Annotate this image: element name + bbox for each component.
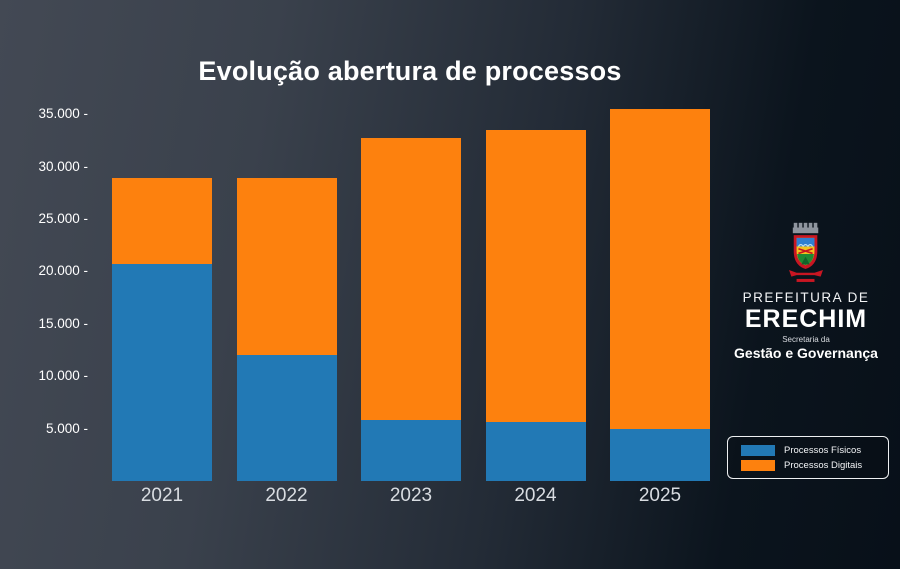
y-tick-label: 5.000 -	[45, 420, 88, 436]
digitais-swatch-icon	[741, 459, 775, 471]
bar-segment-processos-físicos-2024	[485, 422, 586, 481]
x-tick-label-2021: 2021	[140, 485, 184, 506]
legend-item-digitais: Processos Digitais	[741, 459, 888, 471]
chart-legend: Processos Físicos Processos Digitais	[727, 436, 889, 479]
x-tick-label-2023: 2023	[389, 485, 433, 506]
y-tick-label: 25.000 -	[38, 211, 88, 226]
bar-segment-processos-físicos-2023	[361, 420, 461, 481]
y-tick-label: 30.000 -	[38, 158, 88, 174]
logo-org-line2: ERECHIM	[744, 305, 868, 333]
bar-segment-processos-físicos-2021	[112, 264, 212, 481]
legend-label-fisicos: Processos Físicos	[784, 444, 862, 456]
y-tick-label: 15.000 -	[38, 315, 88, 331]
x-tick-label-2025: 2025	[638, 485, 682, 506]
bar-segment-processos-digitais-2022	[236, 178, 337, 355]
logo-dept-line2: Gestão e Governança	[734, 345, 878, 361]
y-tick-label: 20.000 -	[38, 263, 88, 279]
bar-segment-processos-digitais-2021	[112, 178, 212, 264]
bar-segment-processos-digitais-2024	[485, 130, 586, 422]
x-tick-label-2024: 2024	[514, 485, 557, 506]
bar-segment-processos-digitais-2023	[361, 138, 461, 420]
fisicos-swatch-icon	[741, 444, 775, 456]
x-tick-label-2022: 2022	[265, 485, 308, 506]
logo-dept-line1: Secretaria da	[782, 335, 830, 344]
logo-org-line1: PREFEITURA DE	[742, 290, 870, 305]
prefeitura-erechim-logo: PREFEITURA DE ERECHIM Secretaria da Gest…	[722, 220, 890, 361]
y-tick-label: 10.000 -	[38, 368, 88, 384]
chart-title: Evolução abertura de processos	[198, 56, 622, 86]
bar-segment-processos-físicos-2022	[236, 355, 337, 481]
legend-item-fisicos: Processos Físicos	[741, 444, 888, 456]
bar-segment-processos-digitais-2025	[610, 109, 710, 429]
legend-label-digitais: Processos Digitais	[784, 459, 863, 471]
bar-segment-processos-físicos-2025	[610, 429, 710, 481]
y-tick-label: 35.000 -	[38, 106, 88, 122]
erechim-coat-of-arms-icon	[789, 222, 823, 282]
